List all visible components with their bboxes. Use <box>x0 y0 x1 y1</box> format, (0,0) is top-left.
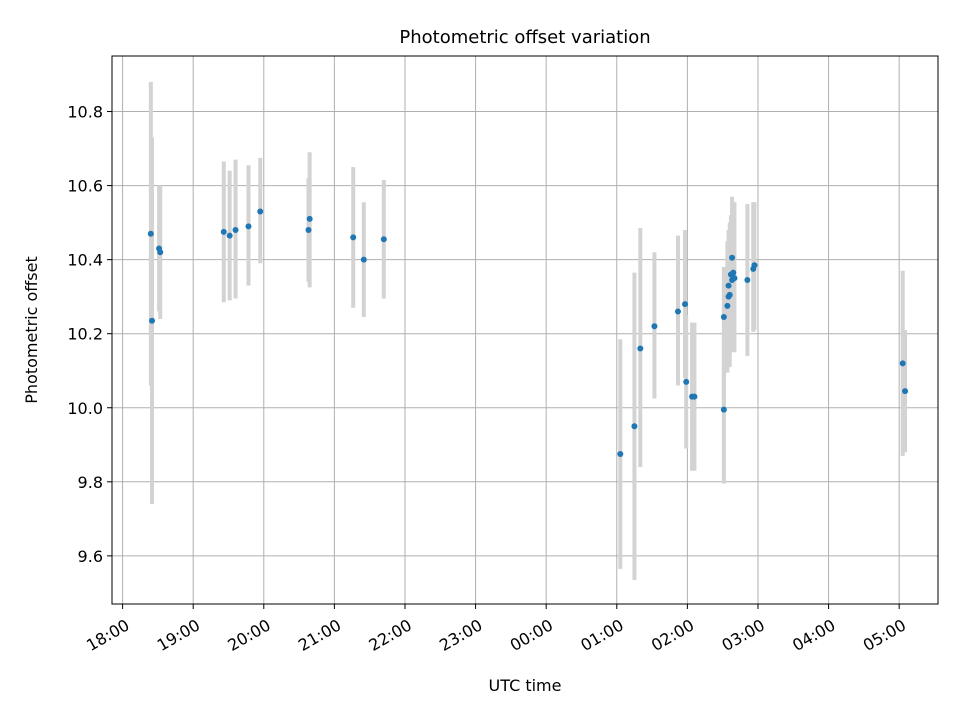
data-point <box>724 302 731 309</box>
data-point <box>674 308 681 315</box>
data-point <box>720 406 727 413</box>
data-point <box>305 227 312 234</box>
y-tick-label: 9.6 <box>78 547 103 566</box>
data-point <box>157 249 164 256</box>
data-point <box>360 256 367 263</box>
data-point <box>751 262 758 269</box>
data-point <box>682 301 689 308</box>
data-point <box>257 208 264 215</box>
y-tick-label: 10.4 <box>67 251 103 270</box>
chart-title: Photometric offset variation <box>399 27 650 48</box>
data-point <box>683 378 690 385</box>
y-tick-label: 10.8 <box>67 103 103 122</box>
data-point <box>147 230 154 237</box>
data-point <box>226 232 233 239</box>
data-point <box>651 323 658 330</box>
data-point <box>726 291 733 298</box>
data-point <box>731 275 738 282</box>
x-axis-label: UTC time <box>489 676 562 695</box>
y-tick-label: 9.8 <box>78 473 103 492</box>
data-point <box>380 236 387 243</box>
data-point <box>729 254 736 261</box>
data-point <box>744 277 751 284</box>
y-tick-label: 10.0 <box>67 399 103 418</box>
data-point <box>637 345 644 352</box>
y-tick-label: 10.6 <box>67 177 103 196</box>
plot-frame <box>111 55 939 605</box>
data-point <box>306 215 313 222</box>
data-point <box>725 282 732 289</box>
y-tick-label: 10.2 <box>67 325 103 344</box>
y-ticks: 9.6 9.8 10.0 10.2 10.4 10.6 10.8 <box>67 103 112 566</box>
data-point <box>730 269 737 276</box>
grid <box>112 56 938 604</box>
data-point <box>902 388 909 395</box>
data-point <box>232 227 239 234</box>
y-axis-label: Photometric offset <box>22 256 41 404</box>
data-point <box>631 423 638 430</box>
data-point <box>899 360 906 367</box>
data-point <box>149 317 156 324</box>
data-points <box>147 208 909 458</box>
data-point <box>617 451 624 458</box>
data-point <box>220 228 227 235</box>
data-point <box>720 314 727 321</box>
data-point <box>691 393 698 400</box>
data-point <box>350 234 357 241</box>
data-point <box>245 223 252 230</box>
